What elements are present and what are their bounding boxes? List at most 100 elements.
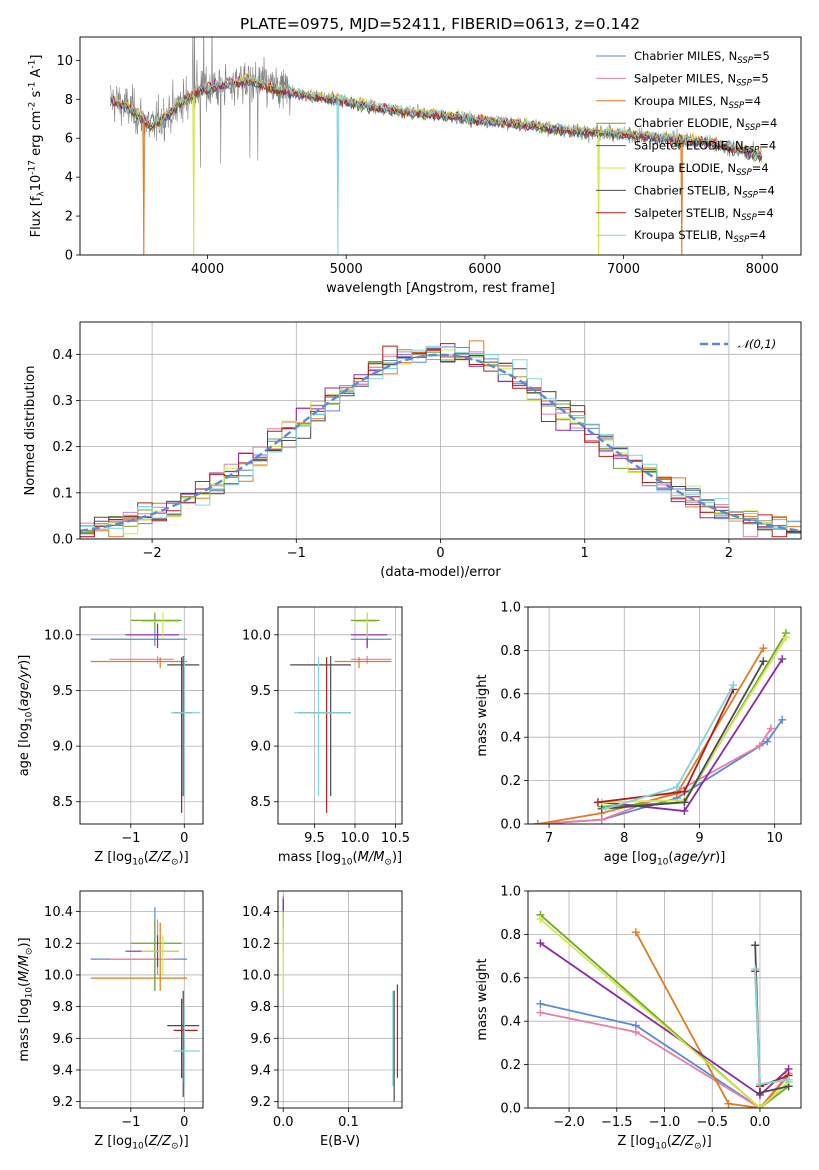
tick-label-y: 10.0 (242, 628, 271, 643)
figure-title: PLATE=0975, MJD=52411, FIBERID=0613, z=0… (240, 15, 640, 33)
tick-label-y: 10.0 (44, 628, 73, 643)
tick-label-y: 0.3 (52, 394, 73, 409)
tick-label-x: −2 (143, 546, 162, 561)
data-point-marker (724, 1099, 733, 1108)
series-line-kroupa-miles (635, 931, 790, 1108)
tick-label-y: 10.4 (242, 905, 271, 920)
axis-label-x: mass [log10(M/M⊙)] (278, 850, 402, 868)
data-point-marker (763, 737, 772, 746)
tick-label-x: −1 (287, 546, 306, 561)
data-point-marker (536, 915, 545, 924)
data-point-marker (755, 741, 764, 750)
tick-label-y: 0 (65, 249, 73, 264)
axes-mass-vs-EBV: 0.0 0.1 9.2 9.4 9.6 9.8 10.0 10.2 10.4 E(B-V) (242, 890, 403, 1149)
tick-label-y: 9.4 (250, 1063, 271, 1078)
data-point-marker (680, 806, 689, 815)
axes-frame (79, 321, 802, 540)
data-point-marker (631, 928, 640, 937)
tick-label-x: 7 (545, 831, 553, 846)
axes-mass-weight-vs-age: 7 8 9 10 0.0 0.2 0.4 0.6 0.8 1.0 age [log10(age/yr… (475, 601, 802, 868)
tick-label-y: 0.8 (500, 644, 521, 659)
legend-label: Chabrier ELODIE, NSSP=4 (634, 116, 777, 133)
series-line-kroupa-miles (537, 647, 765, 824)
tick-label-y: 0.4 (500, 731, 521, 746)
tick-label-x: 4000 (191, 262, 224, 277)
axes-frame (527, 606, 802, 825)
tick-label-y: 10.4 (44, 905, 73, 920)
plot-area-residuals (80, 340, 801, 538)
axes-frame (277, 606, 403, 825)
tick-label-x: −1.0 (649, 1115, 681, 1130)
axis-label-x: Z [log10(Z/Z⊙)] (94, 850, 188, 868)
tick-label-x: 8 (620, 831, 628, 846)
legend-label: Chabrier STELIB, NSSP=4 (634, 183, 775, 200)
data-point-marker (759, 644, 768, 653)
tick-label-y: 1.0 (500, 601, 521, 616)
axes-age-vs-mass: 9.5 10.0 10.5 8.5 9.0 9.5 10.0 mass [log10(M/M⊙… (242, 606, 410, 868)
tick-label-x: 0 (436, 546, 444, 561)
tick-label-x: 5000 (330, 262, 363, 277)
series-line-kroupa-elodie (539, 918, 790, 1108)
tick-label-y: 0.0 (500, 818, 521, 833)
axis-label-x: Z [log10(Z/Z⊙)] (617, 1134, 711, 1152)
tick-label-y: 0.4 (52, 348, 73, 363)
legend-label: Kroupa STELIB, NSSP=4 (634, 228, 766, 245)
tick-label-y: 9.0 (250, 740, 271, 755)
tick-label-y: 0.6 (500, 971, 521, 986)
data-point-marker (755, 1104, 764, 1108)
data-point-marker (680, 787, 689, 796)
tick-label-y: 9.5 (250, 684, 271, 699)
data-point-marker (781, 633, 790, 642)
tick-label-y: 1.0 (500, 885, 521, 900)
tick-label-x: 10.5 (381, 831, 410, 846)
tick-label-y: 0.8 (500, 928, 521, 943)
plot-area-age-vs-mass (290, 612, 392, 813)
tick-label-y: 9.4 (52, 1063, 73, 1078)
axis-label-y: mass weight (475, 958, 490, 1040)
tick-label-y: 10.2 (44, 937, 73, 952)
tick-label-x: 6000 (468, 262, 501, 277)
legend-label: Salpeter ELODIE, NSSP=4 (634, 139, 776, 156)
plot-area-mass-weight-vs-age (533, 629, 790, 824)
data-point-marker (631, 1028, 640, 1037)
legend-label: Salpeter MILES, NSSP=5 (634, 71, 769, 88)
tick-label-x: −1 (121, 1115, 140, 1130)
data-point-marker (778, 715, 787, 724)
tick-label-y: 9.0 (52, 740, 73, 755)
tick-label-y: 10 (56, 54, 73, 69)
axes-mass-weight-vs-Z: −2.0 −1.5 −1.0 −0.5 0.0 0.0 0.2 0.4 0.6 0.8 1.0 Z [… (475, 885, 802, 1152)
legend-label: Chabrier MILES, NSSP=5 (634, 49, 770, 66)
hist-step-kroupa-stelib (80, 345, 801, 530)
axes-residuals: −2 −1 0 1 2 0.0 0.1 0.2 0.3 0.4 (data-model)/error… (23, 321, 802, 580)
axis-label-x: Z [log10(Z/Z⊙)] (94, 1134, 188, 1152)
plot-area-mass-vs-Z (90, 906, 201, 1097)
data-point-marker (533, 820, 542, 824)
tick-label-y: 0.6 (500, 687, 521, 702)
data-point-marker (784, 1075, 793, 1084)
axis-label-x: E(B-V) (320, 1134, 360, 1149)
data-point-marker (680, 798, 689, 807)
tick-label-y: 9.6 (250, 1032, 271, 1047)
tick-label-y: 10.0 (44, 968, 73, 983)
tick-label-x: −1.5 (601, 1115, 633, 1130)
axis-label-x: age [log10(age/yr)] (604, 850, 726, 868)
tick-label-y: 9.8 (250, 1000, 271, 1015)
data-point-marker (755, 1080, 764, 1089)
axis-label-x: (data-model)/error (380, 565, 501, 580)
data-point-marker (729, 681, 738, 690)
tick-label-x: 0 (180, 831, 188, 846)
legend-label: 𝒩(0,1) (738, 337, 776, 351)
axes-mass-vs-Z: −1 0 9.2 9.4 9.6 9.8 10.0 10.2 10.4 Z [log10(Z/Z⊙… (17, 890, 204, 1152)
data-point-marker (536, 939, 545, 948)
tick-label-y: 6 (65, 132, 73, 147)
data-point-marker (593, 798, 602, 807)
tick-label-y: 0.1 (52, 486, 73, 501)
plot-area-mass-weight-vs-Z (536, 910, 793, 1108)
tick-label-x: 10 (766, 831, 783, 846)
axes-frame (79, 36, 802, 256)
axis-label-x: wavelength [Angstrom, rest frame] (326, 281, 555, 296)
tick-label-x: −0.5 (696, 1115, 728, 1130)
axes-frame (79, 890, 204, 1109)
axes-age-vs-Z: −1 0 8.5 9.0 9.5 10.0 Z [log10(Z/Z⊙)] age [log1… (17, 606, 204, 868)
